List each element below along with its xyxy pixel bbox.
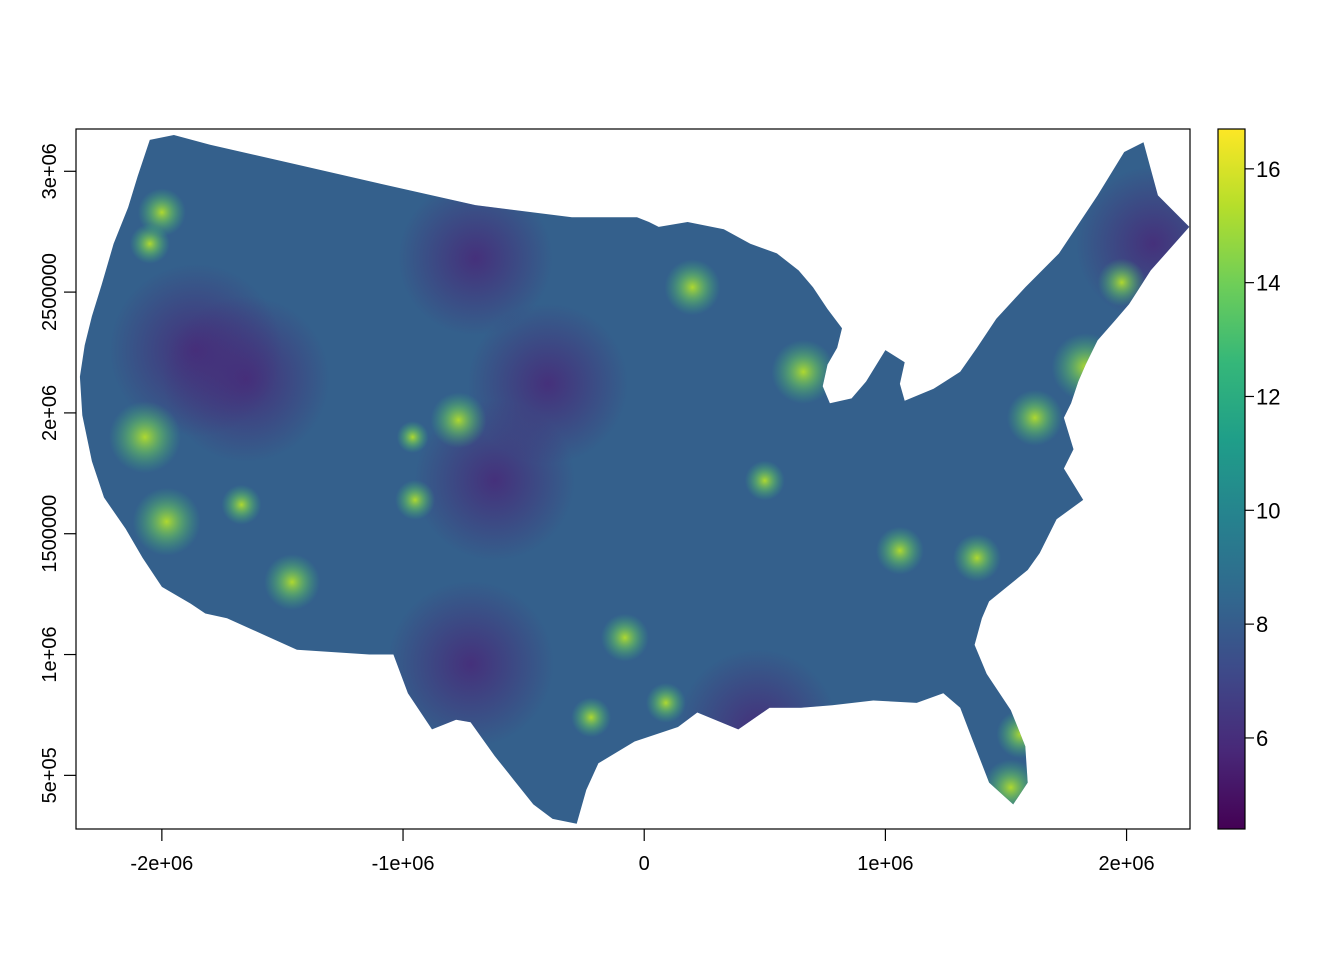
y-tick-label-4: 2500000 [39, 253, 61, 331]
low-value-area-5 [397, 180, 553, 336]
colorbar-label-3: 12 [1256, 384, 1280, 409]
high-value-area-17 [744, 460, 785, 501]
high-value-area-16 [645, 682, 686, 723]
low-value-area-4 [467, 303, 629, 465]
high-value-area-21 [996, 710, 1045, 759]
low-value-area-1 [162, 295, 330, 463]
x-tick-label-4: 2e+06 [1098, 853, 1154, 875]
colorbar-gradient [1217, 128, 1246, 830]
high-value-area-15 [571, 697, 612, 738]
high-value-area-13 [1097, 258, 1146, 307]
high-value-area-11 [1051, 333, 1120, 402]
x-tick-label-0: -2e+06 [130, 853, 193, 875]
colorbar-label-1: 8 [1256, 612, 1268, 637]
high-value-area-20 [982, 759, 1039, 816]
y-tick-label-1: 1e+06 [39, 626, 61, 682]
high-value-area-8 [396, 421, 429, 454]
high-value-area-12 [1006, 389, 1063, 446]
high-value-area-6 [430, 392, 487, 449]
x-axis: -2e+06 -1e+06 0 1e+06 2e+06 [130, 829, 1155, 875]
colorbar-label-5: 16 [1256, 157, 1280, 182]
high-value-area-9 [664, 259, 721, 316]
high-value-area-0 [108, 401, 181, 474]
y-tick-label-3: 2e+06 [39, 385, 61, 441]
x-tick-label-3: 1e+06 [857, 853, 913, 875]
colorbar-label-2: 10 [1256, 498, 1280, 523]
high-value-area-1 [132, 487, 201, 556]
y-tick-label-5: 3e+06 [39, 143, 61, 199]
high-value-area-14 [600, 613, 649, 662]
y-axis: 5e+05 1e+06 1500000 2e+06 2500000 3e+06 [39, 143, 76, 803]
low-value-area-6 [1075, 166, 1190, 322]
high-value-area-18 [875, 526, 924, 575]
high-value-area-7 [395, 479, 436, 520]
x-tick-label-1: -1e+06 [372, 853, 435, 875]
colorbar-label-0: 6 [1256, 726, 1268, 751]
colorbar-legend: 6 8 10 12 14 16 [1217, 128, 1280, 830]
y-tick-label-2: 1500000 [39, 495, 61, 573]
x-tick-label-2: 0 [639, 853, 650, 875]
high-value-area-19 [953, 533, 1002, 582]
us-land-raster [79, 135, 1190, 824]
high-value-area-2 [264, 554, 321, 611]
high-value-area-3 [221, 484, 262, 525]
high-value-area-10 [771, 339, 836, 404]
colorbar-label-4: 14 [1256, 271, 1280, 296]
y-tick-label-0: 5e+05 [39, 747, 61, 803]
plot-frame [75, 128, 1191, 830]
low-value-area-7 [677, 649, 838, 810]
low-value-area-2 [387, 580, 554, 748]
raster-layer [79, 135, 1190, 824]
high-value-area-5 [129, 223, 170, 264]
